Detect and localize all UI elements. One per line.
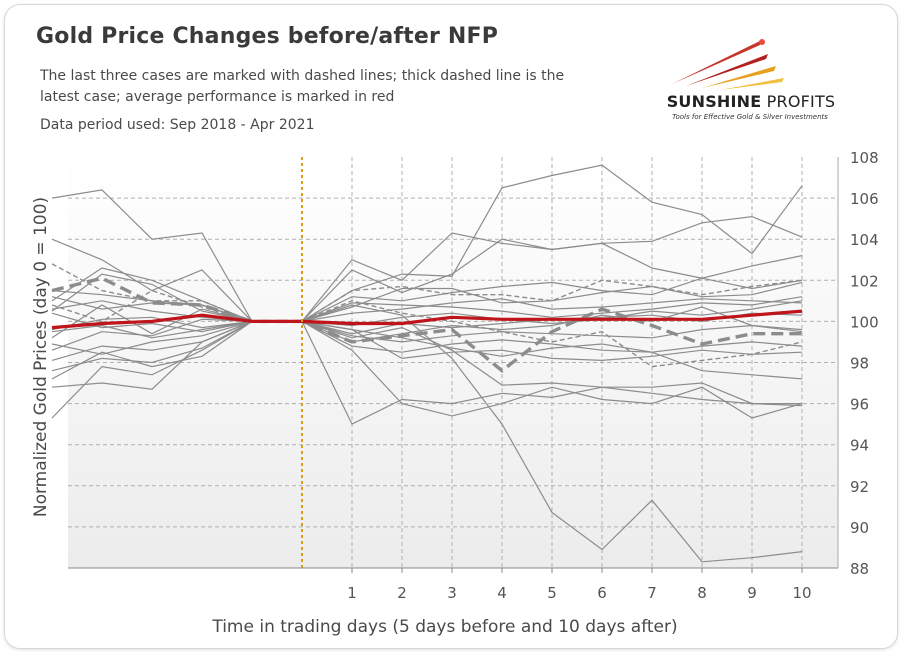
- case-line-3: [51, 164, 803, 322]
- x-tick-label-9: 9: [747, 584, 757, 602]
- case-line-11: [51, 306, 803, 355]
- latest-case-line-group: [51, 276, 802, 373]
- y-tick-label-92: 92: [850, 478, 869, 496]
- x-tick-label-10: 10: [792, 584, 811, 602]
- x-tick-label-6: 6: [597, 584, 607, 602]
- y-tick-label-104: 104: [850, 231, 879, 249]
- average-line: [51, 309, 803, 330]
- case-line-15: [51, 320, 803, 390]
- logo-name: SUNSHINE PROFITS: [666, 92, 836, 111]
- y-tick-label-102: 102: [850, 272, 879, 290]
- logo-tagline: Tools for Effective Gold & Silver Invest…: [672, 113, 828, 121]
- x-tick-label-3: 3: [447, 584, 457, 602]
- x-axis-title: Time in trading days (5 days before and …: [211, 617, 677, 637]
- axes: 88 90 92 94 96 98 100 102 104 106 108 1 2 3 4 5 6 7 8 9 10: [68, 149, 879, 602]
- case-line-16: [51, 320, 803, 419]
- sunshine-profits-logo: SUNSHINE PROFITS Tools for Effective Gol…: [650, 38, 850, 128]
- case-line-9: [51, 300, 803, 333]
- case-line-2: [51, 215, 803, 322]
- y-tick-label-90: 90: [850, 519, 869, 537]
- recent-case-line-1: [51, 263, 803, 368]
- y-tick-label-106: 106: [850, 190, 879, 208]
- average-line-group: [51, 309, 803, 330]
- x-tick-label-4: 4: [497, 584, 507, 602]
- x-tick-label-8: 8: [697, 584, 707, 602]
- chart-title: Gold Price Changes before/after NFP: [36, 24, 499, 49]
- recent-case-lines: [51, 263, 803, 368]
- x-tick-label-7: 7: [647, 584, 657, 602]
- data-period-note: Data period used: Sep 2018 - Apr 2021: [40, 117, 315, 133]
- logo-rays-icon: [672, 39, 784, 90]
- case-line-14: [51, 320, 803, 380]
- y-tick-label-88: 88: [850, 560, 869, 578]
- case-line-13: [51, 320, 803, 372]
- case-line-4: [51, 238, 803, 322]
- x-tick-label-2: 2: [397, 584, 407, 602]
- case-line-1: [51, 189, 802, 425]
- latest-case-line: [51, 276, 802, 373]
- y-tick-label-94: 94: [850, 437, 869, 455]
- x-tick-label-1: 1: [347, 584, 357, 602]
- recent-case-line-2: [51, 279, 803, 323]
- gridlines: [68, 157, 838, 568]
- y-tick-label-96: 96: [850, 396, 869, 414]
- chart-subtitle: The last three cases are marked with das…: [40, 68, 565, 105]
- y-tick-label-100: 100: [850, 313, 879, 331]
- y-tick-label-108: 108: [850, 149, 879, 167]
- x-tick-label-5: 5: [547, 584, 557, 602]
- y-axis-title: Normalized Gold Prices (day 0 = 100): [31, 197, 51, 517]
- case-line-18: [51, 300, 803, 563]
- case-line-5: [51, 277, 803, 339]
- y-tick-label-98: 98: [850, 355, 869, 373]
